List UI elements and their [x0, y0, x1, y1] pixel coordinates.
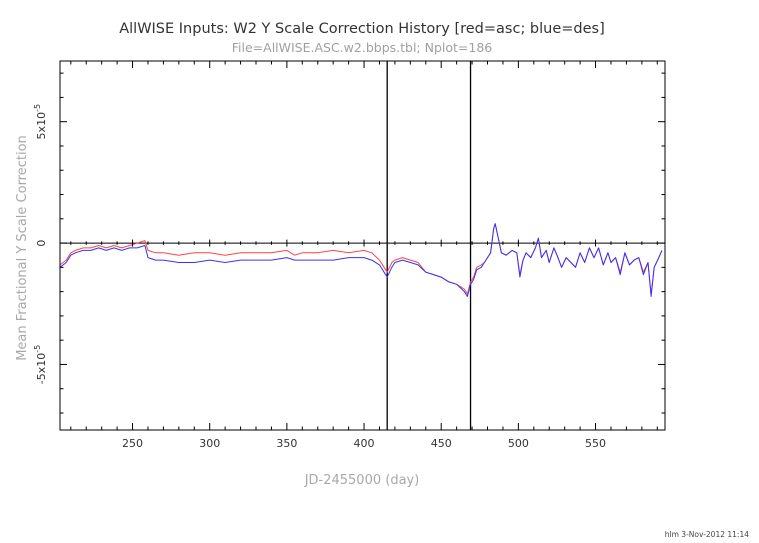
y-tick-base: 0 [35, 240, 48, 247]
plot-frame [59, 60, 666, 431]
chart-title: AllWISE Inputs: W2 Y Scale Correction Hi… [119, 21, 605, 37]
x-tick-label: 300 [199, 437, 220, 450]
y-tick-label: 5x10-5 [33, 104, 48, 140]
y-tick-exponent: -5 [33, 104, 42, 112]
x-tick-labels: 250 300 350 400 450 500 550 [122, 437, 606, 450]
x-axis-label: JD-2455000 (day) [304, 473, 420, 488]
x-tick-label: 400 [354, 437, 375, 450]
y-tick-label: 0 [35, 240, 48, 247]
y-tick-labels: 5x10-50-5x10-5 [33, 104, 48, 384]
y-tick-label: -5x10-5 [33, 345, 48, 384]
series-line-des [59, 223, 663, 297]
x-tick-label: 350 [276, 437, 297, 450]
y-axis-label: Mean Fractional Y Scale Correction [15, 135, 30, 361]
series-line-asc [59, 223, 663, 295]
x-tick-label: 550 [585, 437, 606, 450]
timestamp-footer: hlm 3-Nov-2012 11:14 [665, 530, 749, 539]
x-tick-label: 250 [122, 437, 143, 450]
chart-subtitle: File=AllWISE.ASC.w2.bbps.tbl; Nplot=186 [232, 40, 493, 55]
series-group [59, 223, 663, 297]
x-tick-label: 500 [508, 437, 529, 450]
y-tick-base: -5x10 [35, 353, 48, 384]
x-tick-label: 450 [431, 437, 452, 450]
axis-ticks [60, 61, 665, 430]
vertical-markers [386, 61, 472, 430]
y-tick-exponent: -5 [33, 345, 42, 353]
y-tick-base: 5x10 [35, 112, 48, 140]
